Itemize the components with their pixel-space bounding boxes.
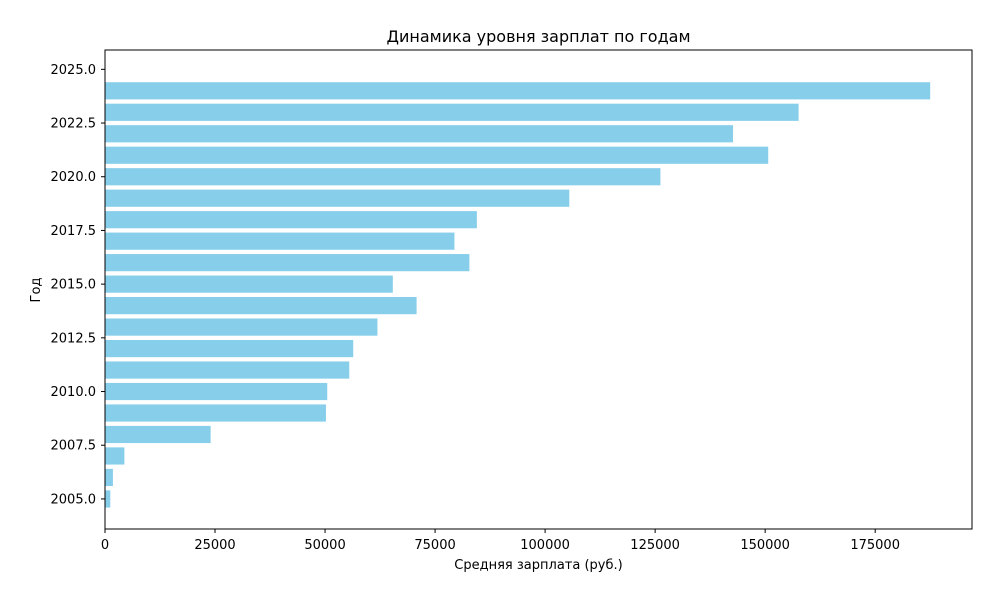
- bar-2015: [105, 275, 393, 293]
- bar-2016: [105, 254, 470, 272]
- y-tick-label: 2017.5: [51, 224, 97, 239]
- x-tick-label: 150000: [740, 538, 790, 553]
- bar-2022: [105, 125, 734, 143]
- y-tick-label: 2012.5: [51, 331, 97, 346]
- plot-frame: [104, 49, 973, 530]
- bar-2018: [105, 211, 477, 229]
- chart-title: Динамика уровня зарплат по годам: [386, 27, 690, 46]
- bar-2012: [105, 339, 354, 358]
- bar-2014: [105, 297, 417, 315]
- y-tick-label: 2010.0: [51, 385, 97, 400]
- x-tick-label: 75000: [414, 538, 455, 553]
- y-tick-label: 2015.0: [51, 278, 97, 293]
- bar-2023: [105, 103, 799, 121]
- bar-2021: [105, 146, 769, 164]
- bar-2010: [105, 382, 328, 401]
- y-tick-label: 2005.0: [51, 492, 97, 507]
- bar-2006: [105, 468, 113, 487]
- x-tick-label: 175000: [850, 538, 900, 553]
- x-tick-label: 100000: [520, 538, 570, 553]
- y-tick-label: 2007.5: [51, 439, 97, 454]
- bar-2008: [105, 425, 211, 444]
- bar-2017: [105, 232, 455, 250]
- bar-2024: [105, 82, 931, 100]
- bar-2013: [105, 318, 378, 336]
- x-tick-label: 50000: [304, 538, 345, 553]
- bars-group: [105, 82, 931, 508]
- x-tick-label: 125000: [630, 538, 680, 553]
- x-tick-label: 25000: [194, 538, 235, 553]
- y-tick-label: 2020.0: [51, 170, 97, 185]
- bar-2007: [105, 447, 125, 465]
- y-tick-label: 2022.5: [51, 117, 97, 132]
- y-tick-label: 2025.0: [51, 63, 97, 78]
- y-ticks-group: 2005.0 2007.5 2010.0 2012.5 2015.0 2017.5 2020…: [51, 63, 105, 507]
- x-axis-title: Средняя зарплата (руб.): [454, 558, 622, 573]
- x-ticks-group: 0 25000 50000 75000 100000 125000 150000 175000: [101, 529, 900, 553]
- y-axis-title: Год: [29, 278, 44, 303]
- bar-2005: [105, 490, 111, 508]
- x-tick-label: 0: [101, 538, 109, 553]
- bar-2009: [105, 404, 326, 422]
- bar-2019: [105, 189, 570, 207]
- bar-2020: [105, 168, 661, 186]
- bar-2011: [105, 361, 350, 379]
